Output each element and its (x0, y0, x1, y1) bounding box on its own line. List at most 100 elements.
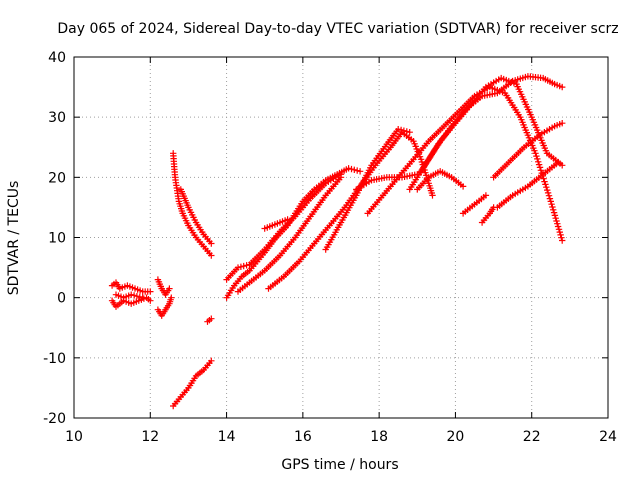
data-point (429, 192, 436, 199)
series-sat-b (108, 294, 154, 310)
data-point (541, 178, 548, 185)
data-point (166, 285, 173, 292)
data-point (400, 127, 408, 134)
x-tick-label: 14 (218, 429, 236, 445)
data-point (546, 195, 554, 202)
data-point (549, 203, 556, 211)
series-sat-l (234, 174, 345, 295)
data-point (128, 291, 135, 298)
data-point (554, 220, 561, 227)
data-point (208, 357, 215, 364)
data-point (482, 192, 490, 199)
data-point (133, 293, 141, 300)
series-sat-s (414, 168, 467, 193)
data-point (147, 297, 154, 304)
data-point (548, 201, 555, 208)
x-tick-label: 22 (523, 429, 541, 445)
data-point (208, 252, 215, 259)
data-point (348, 165, 355, 173)
data-point (397, 126, 405, 134)
series-sat-w (490, 120, 566, 181)
series-sat-g (177, 186, 215, 247)
data-point (552, 215, 559, 222)
data-point (543, 184, 550, 191)
data-point (556, 228, 563, 236)
data-point (208, 240, 215, 247)
data-point (534, 155, 541, 163)
series-sat-v (478, 204, 497, 226)
data-point (544, 186, 551, 194)
data-point (337, 174, 345, 181)
series-sat-i (204, 315, 215, 325)
data-point (535, 158, 542, 165)
y-tick-label: 30 (48, 110, 66, 126)
x-tick-label: 10 (65, 429, 83, 445)
y-tick-label: -10 (43, 351, 66, 367)
x-tick-label: 18 (370, 429, 388, 445)
y-axis-label: SDTVAR / TECUs (6, 181, 22, 296)
data-point (542, 181, 549, 188)
data-point (139, 294, 146, 301)
y-tick-label: 10 (48, 231, 66, 247)
x-axis-label: GPS time / hours (281, 457, 398, 473)
data-point (558, 234, 565, 241)
x-tick-label: 20 (447, 429, 465, 445)
y-tick-label: 40 (48, 50, 66, 66)
data-point (532, 150, 539, 157)
data-point (559, 83, 566, 91)
data-point (535, 161, 543, 168)
data-point (459, 183, 467, 190)
data-point (354, 167, 361, 174)
series-sat-c (112, 291, 146, 301)
series-sat-t (417, 73, 566, 175)
data-point (395, 126, 402, 133)
series-sat-m (261, 216, 291, 232)
data-point (234, 264, 242, 271)
series-sat-h (170, 357, 215, 410)
series-sat-a (108, 279, 154, 295)
series-line (172, 360, 213, 407)
series-sat-f (170, 150, 215, 259)
data-point (554, 223, 562, 230)
data-point (208, 315, 215, 322)
data-point (237, 263, 245, 270)
data-point (559, 237, 566, 244)
y-tick-label: -20 (43, 411, 66, 427)
ticks: 10 12 14 16 18 20 22 24 -20 -10 0 10 20 30 40 (43, 50, 617, 445)
data-point (243, 262, 250, 269)
data-point (403, 128, 410, 135)
data-point (555, 226, 563, 233)
data-point (537, 167, 545, 174)
data-point (406, 129, 413, 136)
data-point (351, 166, 358, 173)
chart-title: Day 065 of 2024, Sidereal Day-to-day VTE… (57, 21, 618, 37)
data-point (345, 165, 352, 172)
data-point (550, 209, 558, 216)
x-tick-label: 12 (141, 429, 159, 445)
series-sat-x (494, 159, 562, 211)
series-layer (108, 73, 566, 410)
data-point (555, 159, 562, 166)
data-point (557, 231, 564, 239)
x-tick-label: 24 (599, 429, 617, 445)
data-point (130, 292, 138, 299)
data-point (168, 294, 175, 301)
data-point (536, 164, 544, 171)
data-point (356, 168, 364, 175)
data-point (544, 189, 552, 197)
data-point (284, 216, 291, 223)
data-point (551, 212, 559, 219)
data-point (547, 198, 554, 205)
y-tick-label: 0 (57, 291, 66, 307)
data-point (559, 162, 566, 169)
data-point (533, 152, 540, 160)
data-point (240, 262, 247, 270)
series-sat-u (459, 192, 490, 217)
x-tick-label: 16 (294, 429, 312, 445)
data-point (147, 288, 154, 295)
data-point (559, 120, 566, 127)
data-point (550, 206, 557, 213)
data-point (545, 192, 553, 199)
